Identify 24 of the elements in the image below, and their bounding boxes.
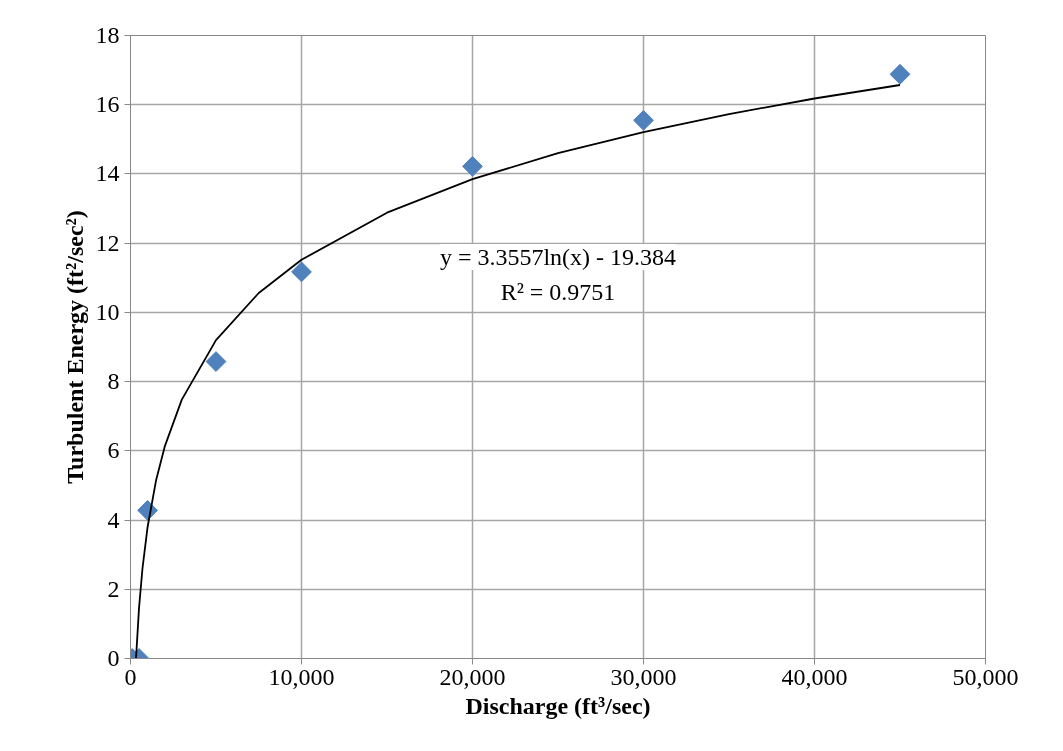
x-axis-title: Discharge (ft³/sec) [465, 692, 651, 719]
y-tick-label: 18 [95, 22, 120, 48]
x-tick-label: 0 [124, 663, 137, 690]
x-tick-label: 30,000 [610, 663, 677, 690]
y-tick-label: 4 [107, 506, 120, 533]
point [633, 109, 654, 131]
y-tick-label: 16 [95, 91, 120, 118]
x-tick-label: 10,000 [268, 663, 335, 690]
x-tick-label: 40,000 [781, 663, 848, 690]
y-tick-label: 8 [107, 368, 120, 395]
y-tick-label: 2 [107, 575, 120, 602]
annotation: y = 3.3557ln(x) - 19.384 [439, 244, 677, 271]
y-tick-label: 6 [107, 437, 120, 464]
x-tick-label: 20,000 [439, 663, 506, 690]
y-tick-label: 10 [95, 298, 120, 325]
point [462, 155, 483, 177]
annotation: R² = 0.9751 [500, 278, 616, 305]
y-axis-title: Turbulent Energy (ft²/sec²) [61, 210, 88, 484]
y-tick-label: 12 [95, 229, 120, 256]
y-tick-label: 0 [107, 645, 120, 671]
x-tick-label: 50,000 [952, 663, 1019, 690]
point [889, 63, 911, 85]
y-tick-label: 14 [95, 160, 120, 187]
point [291, 261, 312, 283]
